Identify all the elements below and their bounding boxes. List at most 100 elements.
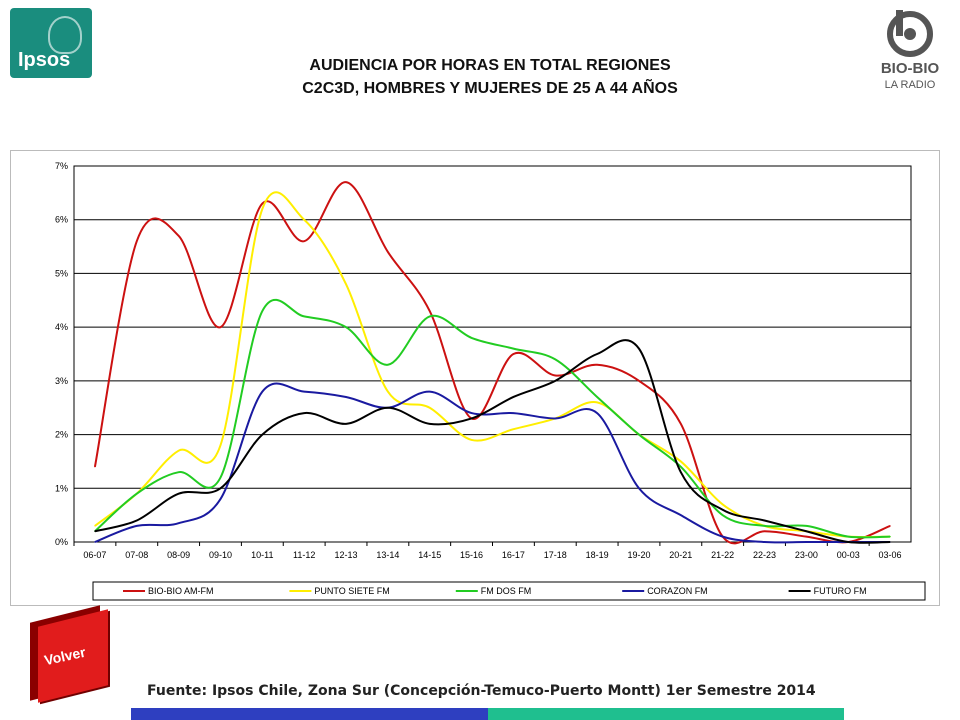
volver-button[interactable]: Volver <box>24 605 116 703</box>
data-point <box>470 439 473 441</box>
y-tick-label: 3% <box>55 376 68 386</box>
chart-frame <box>10 150 940 606</box>
data-point <box>470 337 473 339</box>
y-tick-label: 1% <box>55 483 68 493</box>
chart-title-line-2: C2C3D, HOMBRES Y MUJERES DE 25 A 44 AÑOS <box>302 80 678 97</box>
data-point <box>722 503 724 505</box>
series-line-4 <box>94 339 891 544</box>
x-tick-label: 08-09 <box>167 550 190 560</box>
data-point <box>303 315 305 317</box>
data-point <box>387 251 389 253</box>
data-point <box>136 240 138 242</box>
data-point <box>387 364 389 366</box>
x-tick-label: 16-17 <box>502 550 525 560</box>
data-point <box>219 487 222 489</box>
x-tick-label: 07-08 <box>125 550 148 560</box>
x-tick-label: 06-07 <box>83 550 106 560</box>
data-point <box>345 181 347 183</box>
biobio-logo-text: BIO-BIO <box>880 60 940 77</box>
data-point <box>178 522 180 524</box>
data-point <box>387 391 389 393</box>
data-point <box>596 364 598 366</box>
data-point <box>429 423 431 425</box>
data-point <box>261 391 263 393</box>
data-point <box>429 407 431 409</box>
data-point <box>345 283 347 285</box>
data-point <box>596 353 598 355</box>
biobio-radio-icon <box>887 10 933 57</box>
x-tick-label: 21-22 <box>711 550 734 560</box>
ipsos-logo: Ipsos <box>10 8 92 78</box>
footer-bar-teal <box>488 708 844 720</box>
legend-label: PUNTO SIETE FM <box>314 586 389 596</box>
data-point <box>136 519 138 522</box>
data-point <box>889 541 891 543</box>
data-point <box>178 471 180 473</box>
data-point <box>554 374 556 377</box>
data-point <box>805 536 807 538</box>
data-point <box>136 525 138 527</box>
data-point <box>429 391 431 393</box>
x-tick-label: 14-15 <box>418 550 441 560</box>
y-tick-label: 6% <box>55 215 68 225</box>
data-point <box>178 235 180 237</box>
data-point <box>889 525 891 527</box>
data-point <box>680 460 682 463</box>
series-line-3 <box>94 382 891 544</box>
x-tick-label: 23-00 <box>795 550 818 560</box>
data-point <box>261 310 263 312</box>
data-point <box>847 536 849 538</box>
x-tick-label: 09-10 <box>209 550 232 560</box>
x-tick-label: 22-23 <box>753 550 776 560</box>
y-tick-label: 2% <box>55 430 68 440</box>
data-point <box>470 412 473 414</box>
data-point <box>512 412 515 414</box>
x-tick-label: 13-14 <box>376 550 399 560</box>
legend-label: CORAZON FM <box>647 586 708 596</box>
data-point <box>638 348 640 350</box>
ipsos-logo-text: Ipsos <box>18 49 71 71</box>
data-point <box>387 407 389 409</box>
x-tick-label: 11-12 <box>293 550 315 560</box>
legend-label: FUTURO FM <box>814 586 867 596</box>
data-point <box>345 326 347 328</box>
legend-label: BIO-BIO AM-FM <box>148 586 214 596</box>
data-point <box>261 203 263 205</box>
data-point <box>345 423 347 425</box>
x-tick-label: 15-16 <box>460 550 483 560</box>
data-point <box>889 536 891 538</box>
data-point <box>554 358 556 360</box>
data-point <box>512 353 515 355</box>
data-point <box>763 525 766 527</box>
data-point <box>638 487 640 489</box>
x-tick-label: 03-06 <box>879 550 902 560</box>
data-point <box>429 310 431 312</box>
data-point <box>638 380 640 382</box>
y-tick-label: 4% <box>55 322 68 332</box>
data-point <box>680 471 682 473</box>
data-point <box>303 219 305 221</box>
data-point <box>429 315 431 317</box>
data-point <box>722 536 724 538</box>
x-tick-label: 20-21 <box>669 550 692 560</box>
data-point <box>638 433 640 436</box>
data-point <box>512 428 515 430</box>
x-tick-label: 19-20 <box>627 550 650 560</box>
data-point <box>596 412 598 414</box>
data-point <box>261 433 263 436</box>
legend-box <box>92 581 926 601</box>
data-point <box>805 541 807 543</box>
data-point <box>470 417 473 420</box>
data-point <box>512 396 515 398</box>
data-point <box>763 541 766 543</box>
data-point <box>219 326 222 328</box>
data-point <box>219 444 222 446</box>
plot-area <box>73 165 912 543</box>
data-point <box>219 476 222 479</box>
chart-title-line-1: AUDIENCIA POR HORAS EN TOTAL REGIONES <box>309 57 671 74</box>
biobio-logo-subtext: LA RADIO <box>884 79 936 91</box>
biobio-logo: BIO-BIO LA RADIO <box>872 8 948 106</box>
y-tick-label: 5% <box>55 268 68 278</box>
series-line-0 <box>93 181 891 545</box>
